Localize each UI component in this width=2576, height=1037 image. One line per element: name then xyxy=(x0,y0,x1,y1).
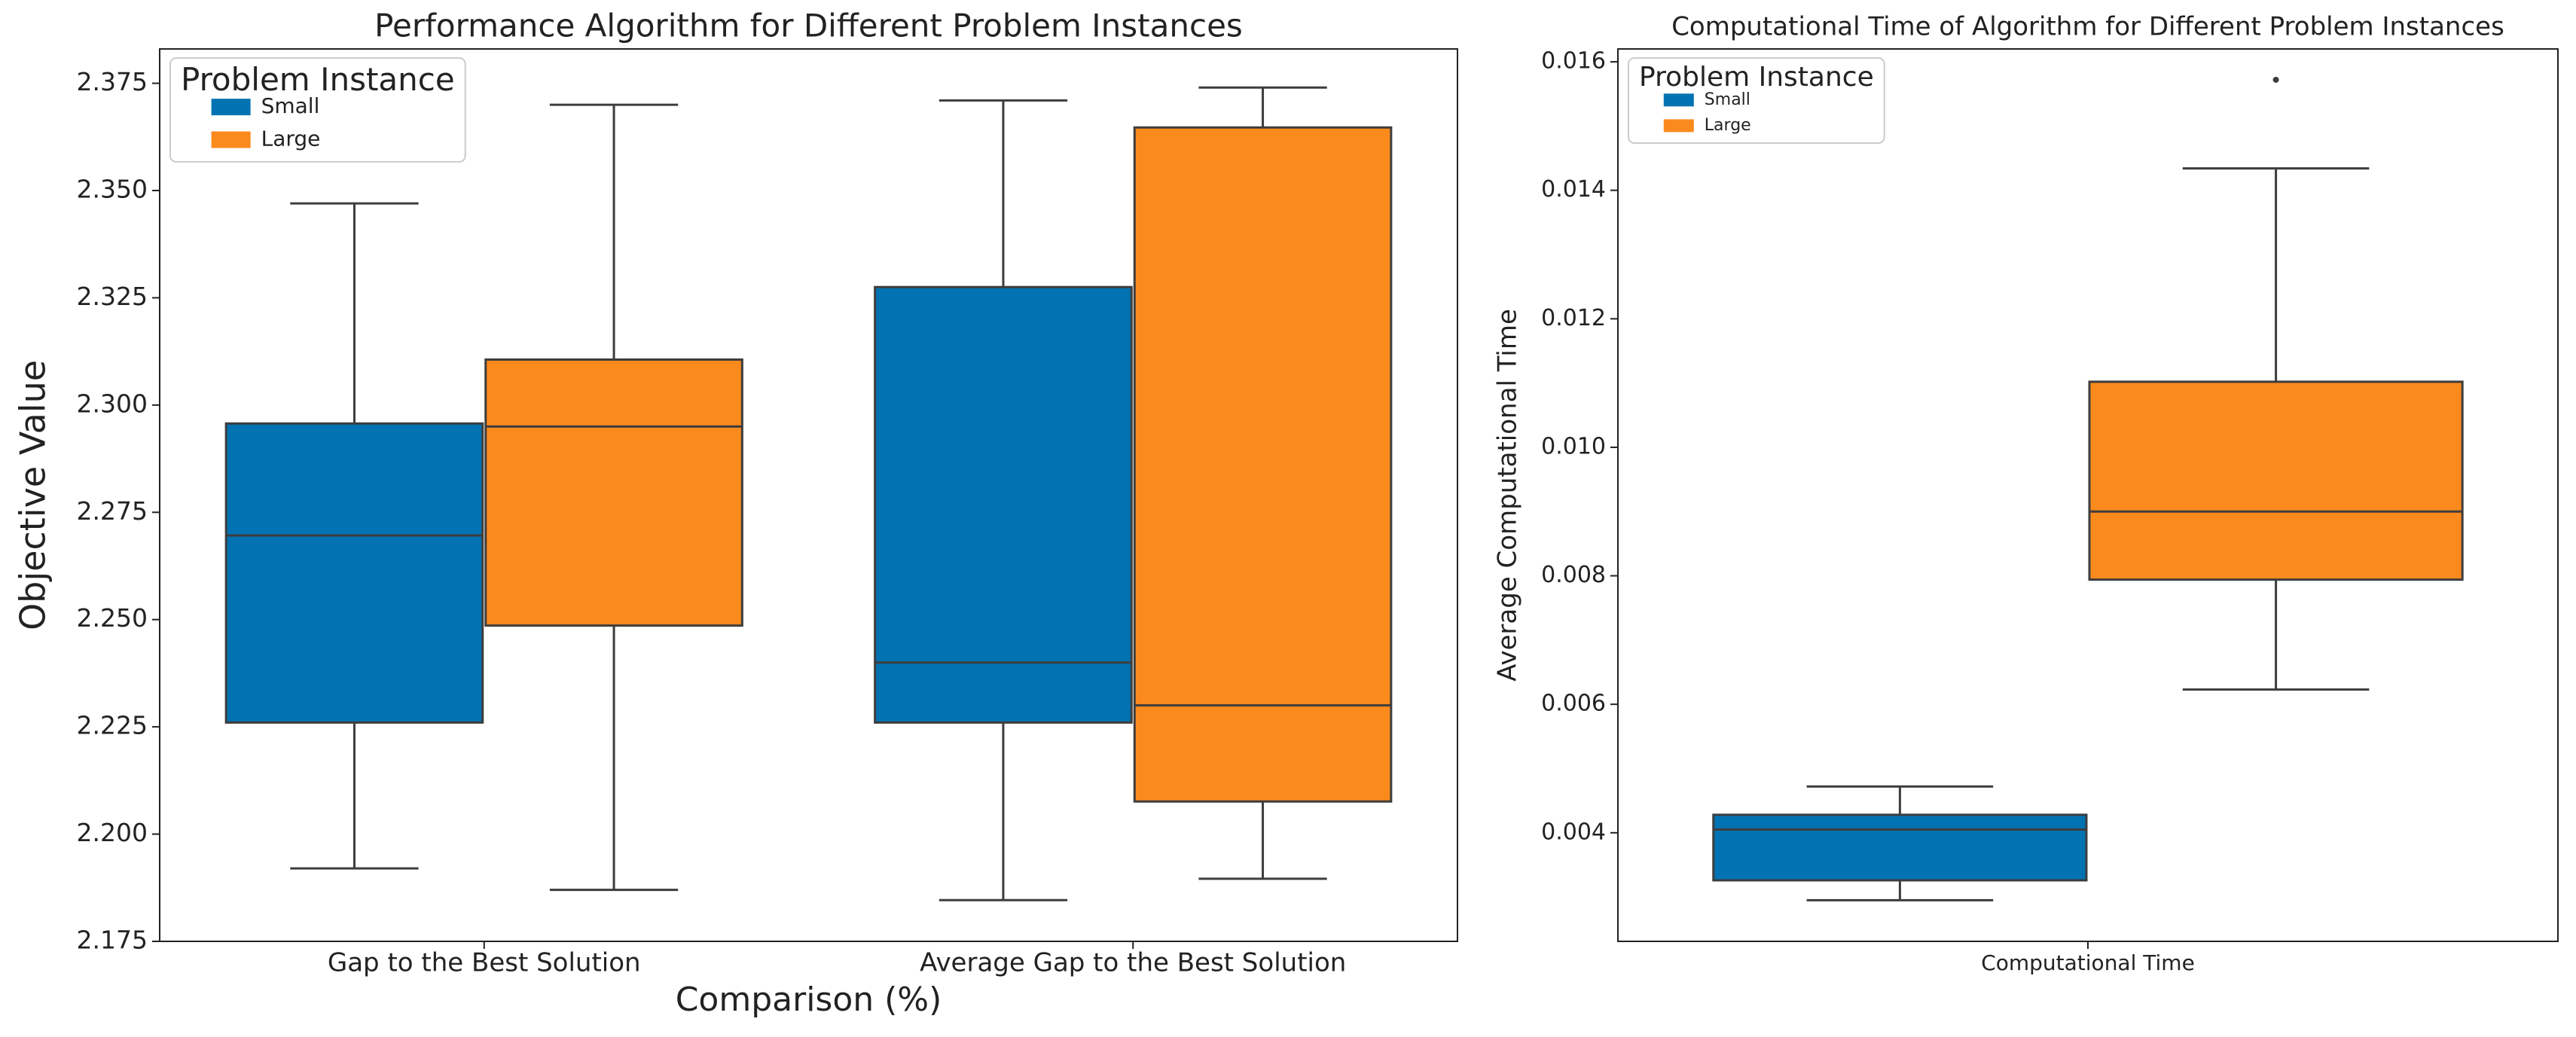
legend-swatch xyxy=(1663,93,1694,107)
legend-label: Small xyxy=(261,93,320,118)
axes-frame xyxy=(159,48,1458,942)
y-tick-label: 0.010 xyxy=(1541,433,1606,459)
x-tick-label: Gap to the Best Solution xyxy=(328,948,641,978)
y-axis-label: Average Computational Time xyxy=(1493,309,1523,682)
x-axis-label: Comparison (%) xyxy=(676,981,942,1019)
x-tick-label: Computational Time xyxy=(1981,950,2195,975)
y-tick-label: 0.004 xyxy=(1541,819,1606,845)
y-tick-label: 0.008 xyxy=(1541,562,1606,588)
legend-swatch xyxy=(211,99,251,116)
y-tick-label: 2.300 xyxy=(77,389,148,418)
box xyxy=(484,358,743,627)
y-tick-label: 2.325 xyxy=(77,282,148,311)
box xyxy=(1712,813,2088,882)
y-tick-label: 0.006 xyxy=(1541,691,1606,717)
flier xyxy=(2272,76,2279,83)
y-tick-label: 2.250 xyxy=(77,603,148,633)
y-tick-label: 2.175 xyxy=(77,926,148,955)
box xyxy=(2088,380,2464,581)
y-tick-label: 0.014 xyxy=(1541,176,1606,203)
legend-title: Problem Instance xyxy=(1639,62,1874,93)
legend-label: Large xyxy=(1705,116,1751,135)
y-tick-label: 2.350 xyxy=(77,175,148,204)
legend-label: Small xyxy=(1705,90,1750,109)
y-tick-label: 0.012 xyxy=(1541,305,1606,331)
x-tick-label: Average Gap to the Best Solution xyxy=(920,948,1346,978)
legend-label: Large xyxy=(261,127,321,151)
box xyxy=(224,422,484,724)
y-tick-label: 2.275 xyxy=(77,496,148,526)
y-tick-label: 2.225 xyxy=(77,711,148,740)
y-tick-label: 2.200 xyxy=(77,818,148,847)
legend-swatch xyxy=(211,131,251,148)
legend-swatch xyxy=(1663,119,1694,133)
y-tick-label: 2.375 xyxy=(77,67,148,96)
axes-frame xyxy=(1617,48,2559,942)
y-axis-label: Objective Value xyxy=(13,360,53,630)
box xyxy=(874,285,1133,724)
legend-title: Problem Instance xyxy=(181,61,455,98)
box xyxy=(1133,126,1393,803)
chart-title: Computational Time of Algorithm for Diff… xyxy=(1671,12,2504,42)
chart-title: Performance Algorithm for Different Prob… xyxy=(374,8,1243,44)
y-tick-label: 0.016 xyxy=(1541,48,1606,75)
